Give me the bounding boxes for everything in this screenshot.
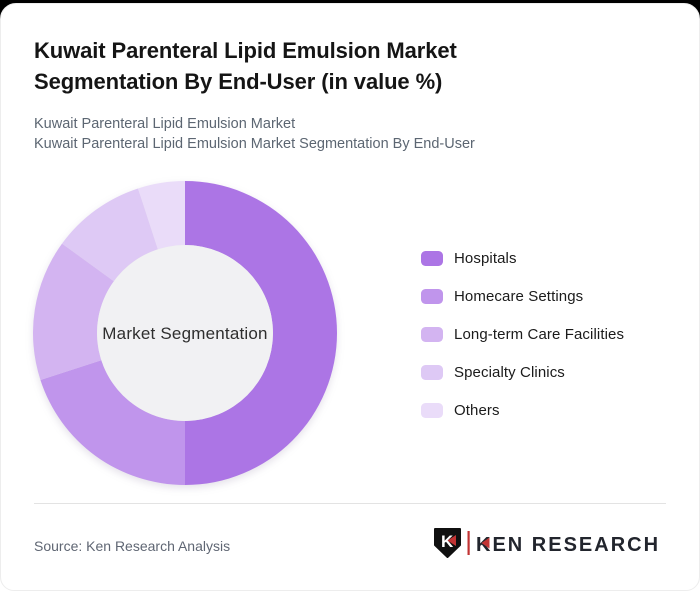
subtitle-line-2: Kuwait Parenteral Lipid Emulsion Market … — [34, 136, 475, 152]
legend-item-label: Specialty Clinics — [454, 364, 565, 381]
legend-swatch-icon — [421, 327, 443, 342]
legend-item-others: Others — [421, 402, 624, 419]
logo-brand-text: KEN RESEARCH — [476, 534, 660, 556]
legend-item-specialty-clinics: Specialty Clinics — [421, 364, 624, 381]
chart-legend: Hospitals Homecare Settings Long-term Ca… — [421, 250, 625, 419]
ken-research-logo: K KEN RESEARCH — [433, 526, 669, 560]
chart-card: Kuwait Parenteral Lipid Emulsion Market … — [0, 3, 700, 591]
chart-area: Market Segmentation Hospitals Homecare S… — [1, 4, 700, 524]
donut-slice-others — [138, 181, 185, 250]
logo-brand-k-triangle-icon — [481, 537, 490, 549]
legend-swatch-icon — [421, 365, 443, 380]
logo-shield-monogram: K — [441, 532, 454, 551]
donut-slice-specialty-clinics — [62, 188, 158, 282]
logo-shield-icon — [434, 528, 461, 558]
legend-item-label: Hospitals — [454, 250, 517, 267]
donut-slice-homecare-settings — [40, 360, 185, 485]
donut-chart — [33, 181, 337, 485]
legend-swatch-icon — [421, 251, 443, 266]
subtitle-line-1: Kuwait Parenteral Lipid Emulsion Market — [34, 116, 296, 132]
legend-item-homecare-settings: Homecare Settings — [421, 288, 624, 305]
legend-swatch-icon — [421, 289, 443, 304]
legend-item-label: Others — [454, 402, 500, 419]
logo-shield-triangle-icon — [447, 535, 456, 546]
ken-research-logo-graphic: K KEN RESEARCH — [434, 528, 660, 558]
donut-slices — [33, 181, 337, 485]
legend-item-long-term-care-facilities: Long-term Care Facilities — [421, 326, 625, 343]
legend-item-label: Long-term Care Facilities — [454, 326, 625, 343]
logo-divider-bar — [467, 531, 470, 555]
source-text: Source: Ken Research Analysis — [34, 538, 231, 554]
donut-hole — [97, 245, 273, 421]
legend-item-label: Homecare Settings — [454, 288, 584, 305]
donut-slice-hospitals — [185, 181, 337, 485]
chart-title: Kuwait Parenteral Lipid Emulsion Market … — [34, 38, 457, 94]
chart-subtitle: Kuwait Parenteral Lipid Emulsion Market … — [34, 114, 475, 154]
donut-center-label: Market Segmentation — [102, 324, 268, 343]
legend-item-hospitals: Hospitals — [421, 250, 624, 267]
donut-slice-long-term-care-facilities — [33, 243, 114, 380]
legend-swatch-icon — [421, 403, 443, 418]
footer-divider — [34, 503, 666, 504]
